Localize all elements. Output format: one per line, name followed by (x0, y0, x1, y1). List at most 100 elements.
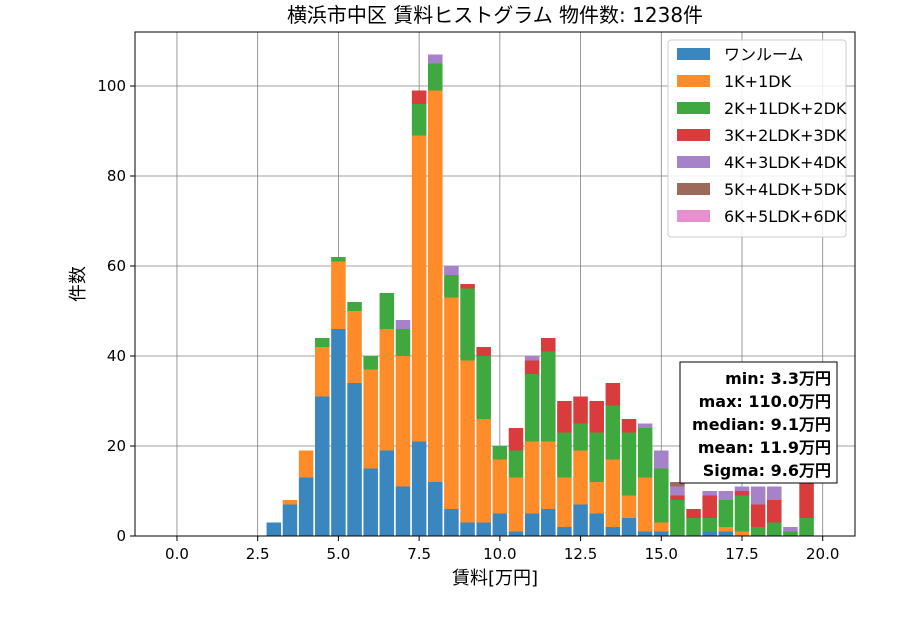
bar-segment (799, 518, 814, 536)
bar-segment (444, 275, 459, 298)
bar-segment (492, 446, 508, 460)
bar-segment (476, 356, 491, 419)
bar-segment (670, 500, 685, 536)
bar-segment (379, 329, 395, 451)
bar-segment (573, 423, 588, 451)
bar-segment (734, 486, 750, 491)
bar-segment (411, 135, 427, 442)
legend-swatch (677, 183, 710, 195)
bar-segment (670, 482, 685, 487)
bar-segment (637, 477, 653, 532)
bar-segment (492, 459, 508, 514)
bar-segment (411, 441, 427, 536)
bar-segment (411, 104, 427, 136)
bar-segment (767, 486, 782, 500)
bar-segment (718, 500, 734, 527)
bar-segment (734, 531, 750, 536)
bar-segment (315, 338, 330, 347)
bar-segment (524, 356, 540, 361)
bar-segment (508, 428, 524, 451)
x-tick-label: 2.5 (246, 545, 270, 563)
bar-segment (379, 450, 395, 536)
bar-segment (476, 522, 491, 536)
bar-segment (476, 347, 491, 356)
legend-label: ワンルーム (724, 45, 804, 64)
stats-line: max: 110.0万円 (699, 392, 831, 411)
bar-segment (750, 527, 766, 536)
bar-segment (541, 441, 556, 509)
bar-segment (524, 441, 540, 514)
x-tick-label: 17.5 (725, 545, 758, 563)
bar-segment (605, 383, 621, 406)
bar-segment (508, 450, 524, 478)
bar-segment (315, 347, 330, 397)
bar-segment (605, 459, 621, 527)
bar-segment (331, 261, 346, 329)
bar-segment (783, 527, 798, 532)
bar-segment (476, 419, 491, 523)
legend-swatch (677, 210, 710, 222)
bars-layer (266, 54, 814, 536)
stats-line: mean: 11.9万円 (698, 438, 831, 457)
x-tick-label: 0.0 (165, 545, 189, 563)
plot-frame (134, 31, 856, 537)
x-tick-label: 5.0 (326, 545, 350, 563)
bar-segment (541, 338, 556, 352)
bar-segment (395, 320, 411, 329)
y-axis-label: 件数 (68, 266, 89, 302)
bar-segment (508, 477, 524, 532)
bar-segment (686, 509, 701, 518)
bar-segment (331, 329, 346, 536)
y-tick-label: 100 (97, 77, 126, 95)
bar-segment (347, 311, 362, 383)
bar-segment (557, 477, 572, 527)
bar-segment (379, 293, 395, 329)
stats-box: min: 3.3万円 max: 110.0万円 median: 9.1万円 mean:… (679, 361, 838, 484)
bar-segment (541, 351, 556, 442)
legend-swatch (677, 156, 710, 168)
x-axis-ticks: 0.0 2.5 5.0 7.5 10.0 12.5 15.0 17.5 20.0 (165, 536, 839, 563)
x-tick-label: 15.0 (645, 545, 678, 563)
legend-frame (667, 39, 847, 238)
x-tick-label: 20.0 (806, 545, 839, 563)
bar-segment (573, 396, 588, 424)
bar-segment (637, 531, 653, 536)
bar-segment (460, 284, 475, 289)
chart-title: 横浜市中区 賃料ヒストグラム 物件数: 1238件 (287, 3, 703, 27)
bar-segment (524, 360, 540, 374)
bar-segment (557, 432, 572, 478)
bar-segment (460, 360, 475, 523)
bar-segment (266, 522, 282, 536)
bar-segment (428, 90, 443, 482)
bar-segment (605, 527, 621, 536)
bar-segment (654, 522, 669, 532)
bar-segment (589, 432, 604, 482)
bar-segment (637, 423, 653, 428)
legend-swatch (677, 48, 710, 60)
bar-segment (589, 401, 604, 433)
bar-segment (686, 518, 701, 536)
bar-segment (573, 450, 588, 505)
bar-segment (718, 531, 734, 536)
bar-segment (734, 491, 750, 496)
legend-label: 4K+3LDK+4DK (724, 153, 847, 172)
bar-segment (750, 486, 766, 505)
bar-segment (637, 428, 653, 478)
bar-segment (428, 54, 443, 64)
bar-segment (315, 396, 330, 536)
bar-segment (524, 513, 540, 536)
bar-segment (363, 369, 378, 469)
bar-segment (621, 518, 637, 536)
legend-label: 6K+5LDK+6DK (724, 207, 847, 226)
bar-segment (557, 401, 572, 433)
bar-segment (298, 450, 314, 478)
bar-segment (799, 473, 814, 518)
bar-segment (783, 531, 798, 536)
bar-segment (492, 513, 508, 536)
bar-segment (621, 432, 637, 496)
bar-segment (718, 491, 734, 500)
legend-label: 1K+1DK (724, 72, 792, 91)
stats-frame (679, 361, 838, 484)
bar-segment (282, 500, 298, 505)
